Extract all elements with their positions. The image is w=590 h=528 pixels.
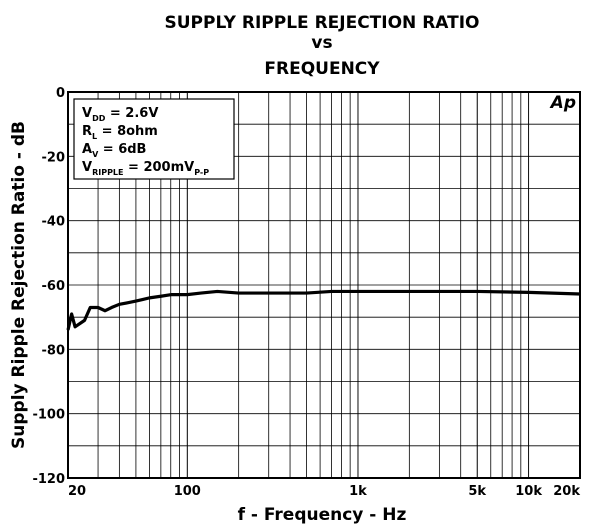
chart-title: FREQUENCY	[264, 59, 380, 79]
data-line	[66, 289, 581, 331]
x-tick-label: 20k	[553, 484, 580, 499]
x-tick-label: 5k	[468, 484, 486, 499]
legend-entry: RL = 8ohm	[82, 124, 158, 141]
legend-subscript: DD	[92, 114, 106, 123]
y-tick-label: -100	[32, 408, 65, 423]
y-tick-label: -60	[42, 279, 66, 294]
legend-text: = 2.6V	[105, 106, 158, 121]
legend-subscript: P-P	[194, 168, 209, 177]
y-tick-label: -120	[32, 472, 65, 487]
chart-title: SUPPLY RIPPLE REJECTION RATIO	[164, 13, 479, 33]
x-tick-label: 100	[174, 484, 201, 499]
plot-frame	[67, 91, 581, 479]
y-tick-label: -40	[42, 215, 66, 230]
x-axis-label: f - Frequency - Hz	[238, 505, 407, 525]
x-tick-label: 20	[68, 484, 86, 499]
y-axis-label: Supply Ripple Rejection Ratio - dB	[9, 121, 29, 449]
legend-text: A	[82, 142, 92, 157]
logo: Ap	[549, 93, 576, 113]
x-tick-label: 1k	[349, 484, 367, 499]
y-tick-label: -80	[42, 343, 66, 358]
legend-entry: VDD = 2.6V	[82, 106, 158, 123]
legend-text: = 6dB	[98, 142, 146, 157]
x-tick-label: 10k	[515, 484, 542, 499]
legend-box	[73, 98, 235, 180]
legend-entry: AV = 6dB	[82, 142, 146, 159]
legend-subscript: L	[92, 132, 97, 141]
legend-entry: VRIPPLE = 200mVP-P	[82, 160, 209, 177]
legend-subscript: RIPPLE	[92, 168, 123, 177]
y-tick-label: 0	[56, 86, 65, 101]
legend-text: V	[82, 106, 92, 121]
y-tick-label: -20	[42, 150, 66, 165]
legend-text: = 8ohm	[97, 124, 158, 139]
legend-text: V	[82, 160, 92, 175]
chart-title: vs	[311, 33, 332, 53]
legend-text: R	[82, 124, 92, 139]
legend-text: = 200mV	[124, 160, 195, 175]
legend-subscript: V	[92, 150, 99, 159]
